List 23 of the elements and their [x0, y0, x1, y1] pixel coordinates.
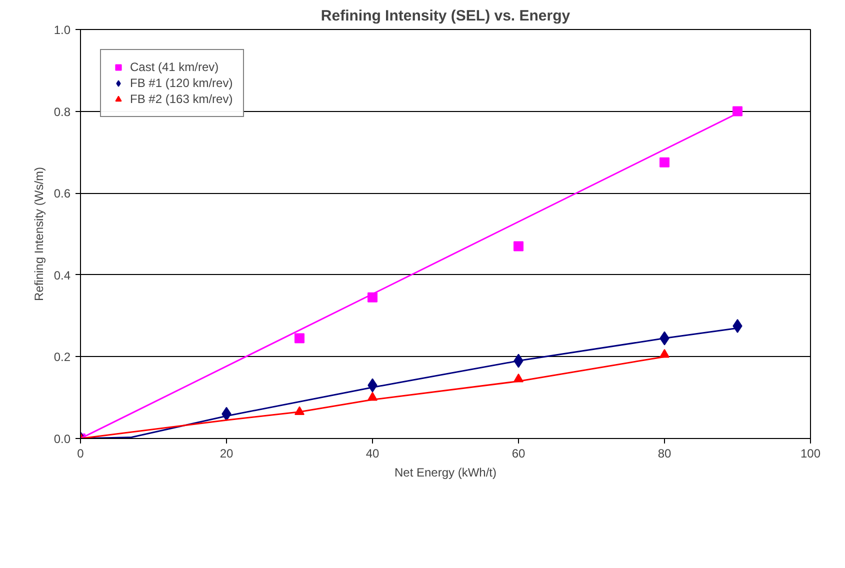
legend-label: Cast (41 km/rev)	[130, 60, 219, 74]
point	[660, 157, 670, 168]
y-tick-label: 0.2	[54, 350, 71, 364]
y-tick-label: 0.8	[54, 104, 71, 119]
x-tick-label: 0	[77, 446, 84, 460]
point	[294, 333, 304, 344]
y-tick-label: 0.4	[54, 268, 71, 282]
x-tick-label: 100	[800, 446, 821, 460]
x-tick-label: 40	[366, 446, 380, 460]
x-axis-title: Net Energy (kWh/t)	[394, 466, 497, 480]
y-tick-label: 0.0	[54, 432, 71, 446]
legend-label: FB #1 (120 km/rev)	[130, 76, 233, 90]
y-tick-label: 0.6	[54, 186, 71, 201]
chart-title: Refining Intensity (SEL) vs. Energy	[320, 8, 571, 24]
y-tick-label: 1.0	[54, 23, 71, 37]
x-tick-label: 20	[220, 446, 234, 460]
y-axis-title: Refining Intensity (Ws/m)	[32, 166, 46, 302]
point	[732, 106, 742, 116]
point	[514, 241, 524, 252]
legend-label: FB #2 (163 km/rev)	[130, 92, 233, 106]
x-tick-label: 80	[658, 446, 672, 460]
point	[660, 348, 670, 358]
x-tick-label: 60	[512, 446, 526, 460]
